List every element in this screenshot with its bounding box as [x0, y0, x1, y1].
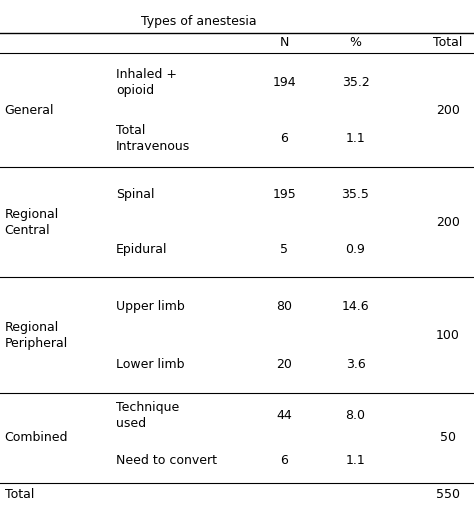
- Text: 3.6: 3.6: [346, 357, 365, 371]
- Text: Lower limb: Lower limb: [116, 357, 185, 371]
- Text: Total: Total: [433, 36, 463, 49]
- Text: 20: 20: [276, 357, 292, 371]
- Text: 194: 194: [273, 76, 296, 89]
- Text: 35.5: 35.5: [342, 188, 369, 201]
- Text: 1.1: 1.1: [346, 454, 365, 467]
- Text: 5: 5: [281, 243, 288, 257]
- Text: Total: Total: [5, 488, 34, 501]
- Text: General: General: [5, 104, 54, 117]
- Text: Need to convert: Need to convert: [116, 454, 217, 467]
- Text: Types of anestesia: Types of anestesia: [141, 15, 257, 29]
- Text: Regional
Central: Regional Central: [5, 208, 59, 237]
- Text: 6: 6: [281, 132, 288, 146]
- Text: 80: 80: [276, 300, 292, 313]
- Text: 0.9: 0.9: [346, 243, 365, 257]
- Text: 6: 6: [281, 454, 288, 467]
- Text: N: N: [280, 36, 289, 49]
- Text: Spinal: Spinal: [116, 188, 155, 201]
- Text: Total
Intravenous: Total Intravenous: [116, 124, 191, 153]
- Text: 50: 50: [440, 431, 456, 444]
- Text: 195: 195: [273, 188, 296, 201]
- Text: Combined: Combined: [5, 431, 68, 444]
- Text: 200: 200: [436, 104, 460, 117]
- Text: Technique
used: Technique used: [116, 401, 179, 430]
- Text: %: %: [349, 36, 362, 49]
- Text: Upper limb: Upper limb: [116, 300, 185, 313]
- Text: 550: 550: [436, 488, 460, 501]
- Text: 1.1: 1.1: [346, 132, 365, 146]
- Text: 100: 100: [436, 329, 460, 342]
- Text: Epidural: Epidural: [116, 243, 168, 257]
- Text: 44: 44: [276, 409, 292, 422]
- Text: 14.6: 14.6: [342, 300, 369, 313]
- Text: Regional
Peripheral: Regional Peripheral: [5, 321, 68, 350]
- Text: 200: 200: [436, 216, 460, 229]
- Text: Inhaled +
opioid: Inhaled + opioid: [116, 68, 177, 97]
- Text: 8.0: 8.0: [346, 409, 365, 422]
- Text: 35.2: 35.2: [342, 76, 369, 89]
